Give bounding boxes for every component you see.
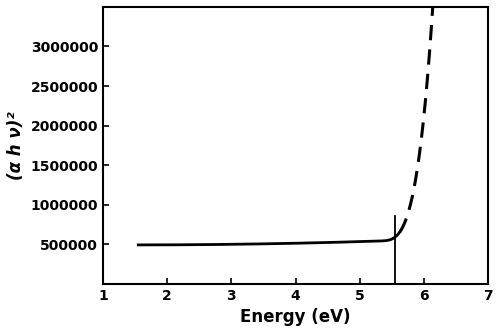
Y-axis label: (α h ν)²: (α h ν)²: [7, 111, 25, 179]
X-axis label: Energy (eV): Energy (eV): [240, 308, 351, 326]
